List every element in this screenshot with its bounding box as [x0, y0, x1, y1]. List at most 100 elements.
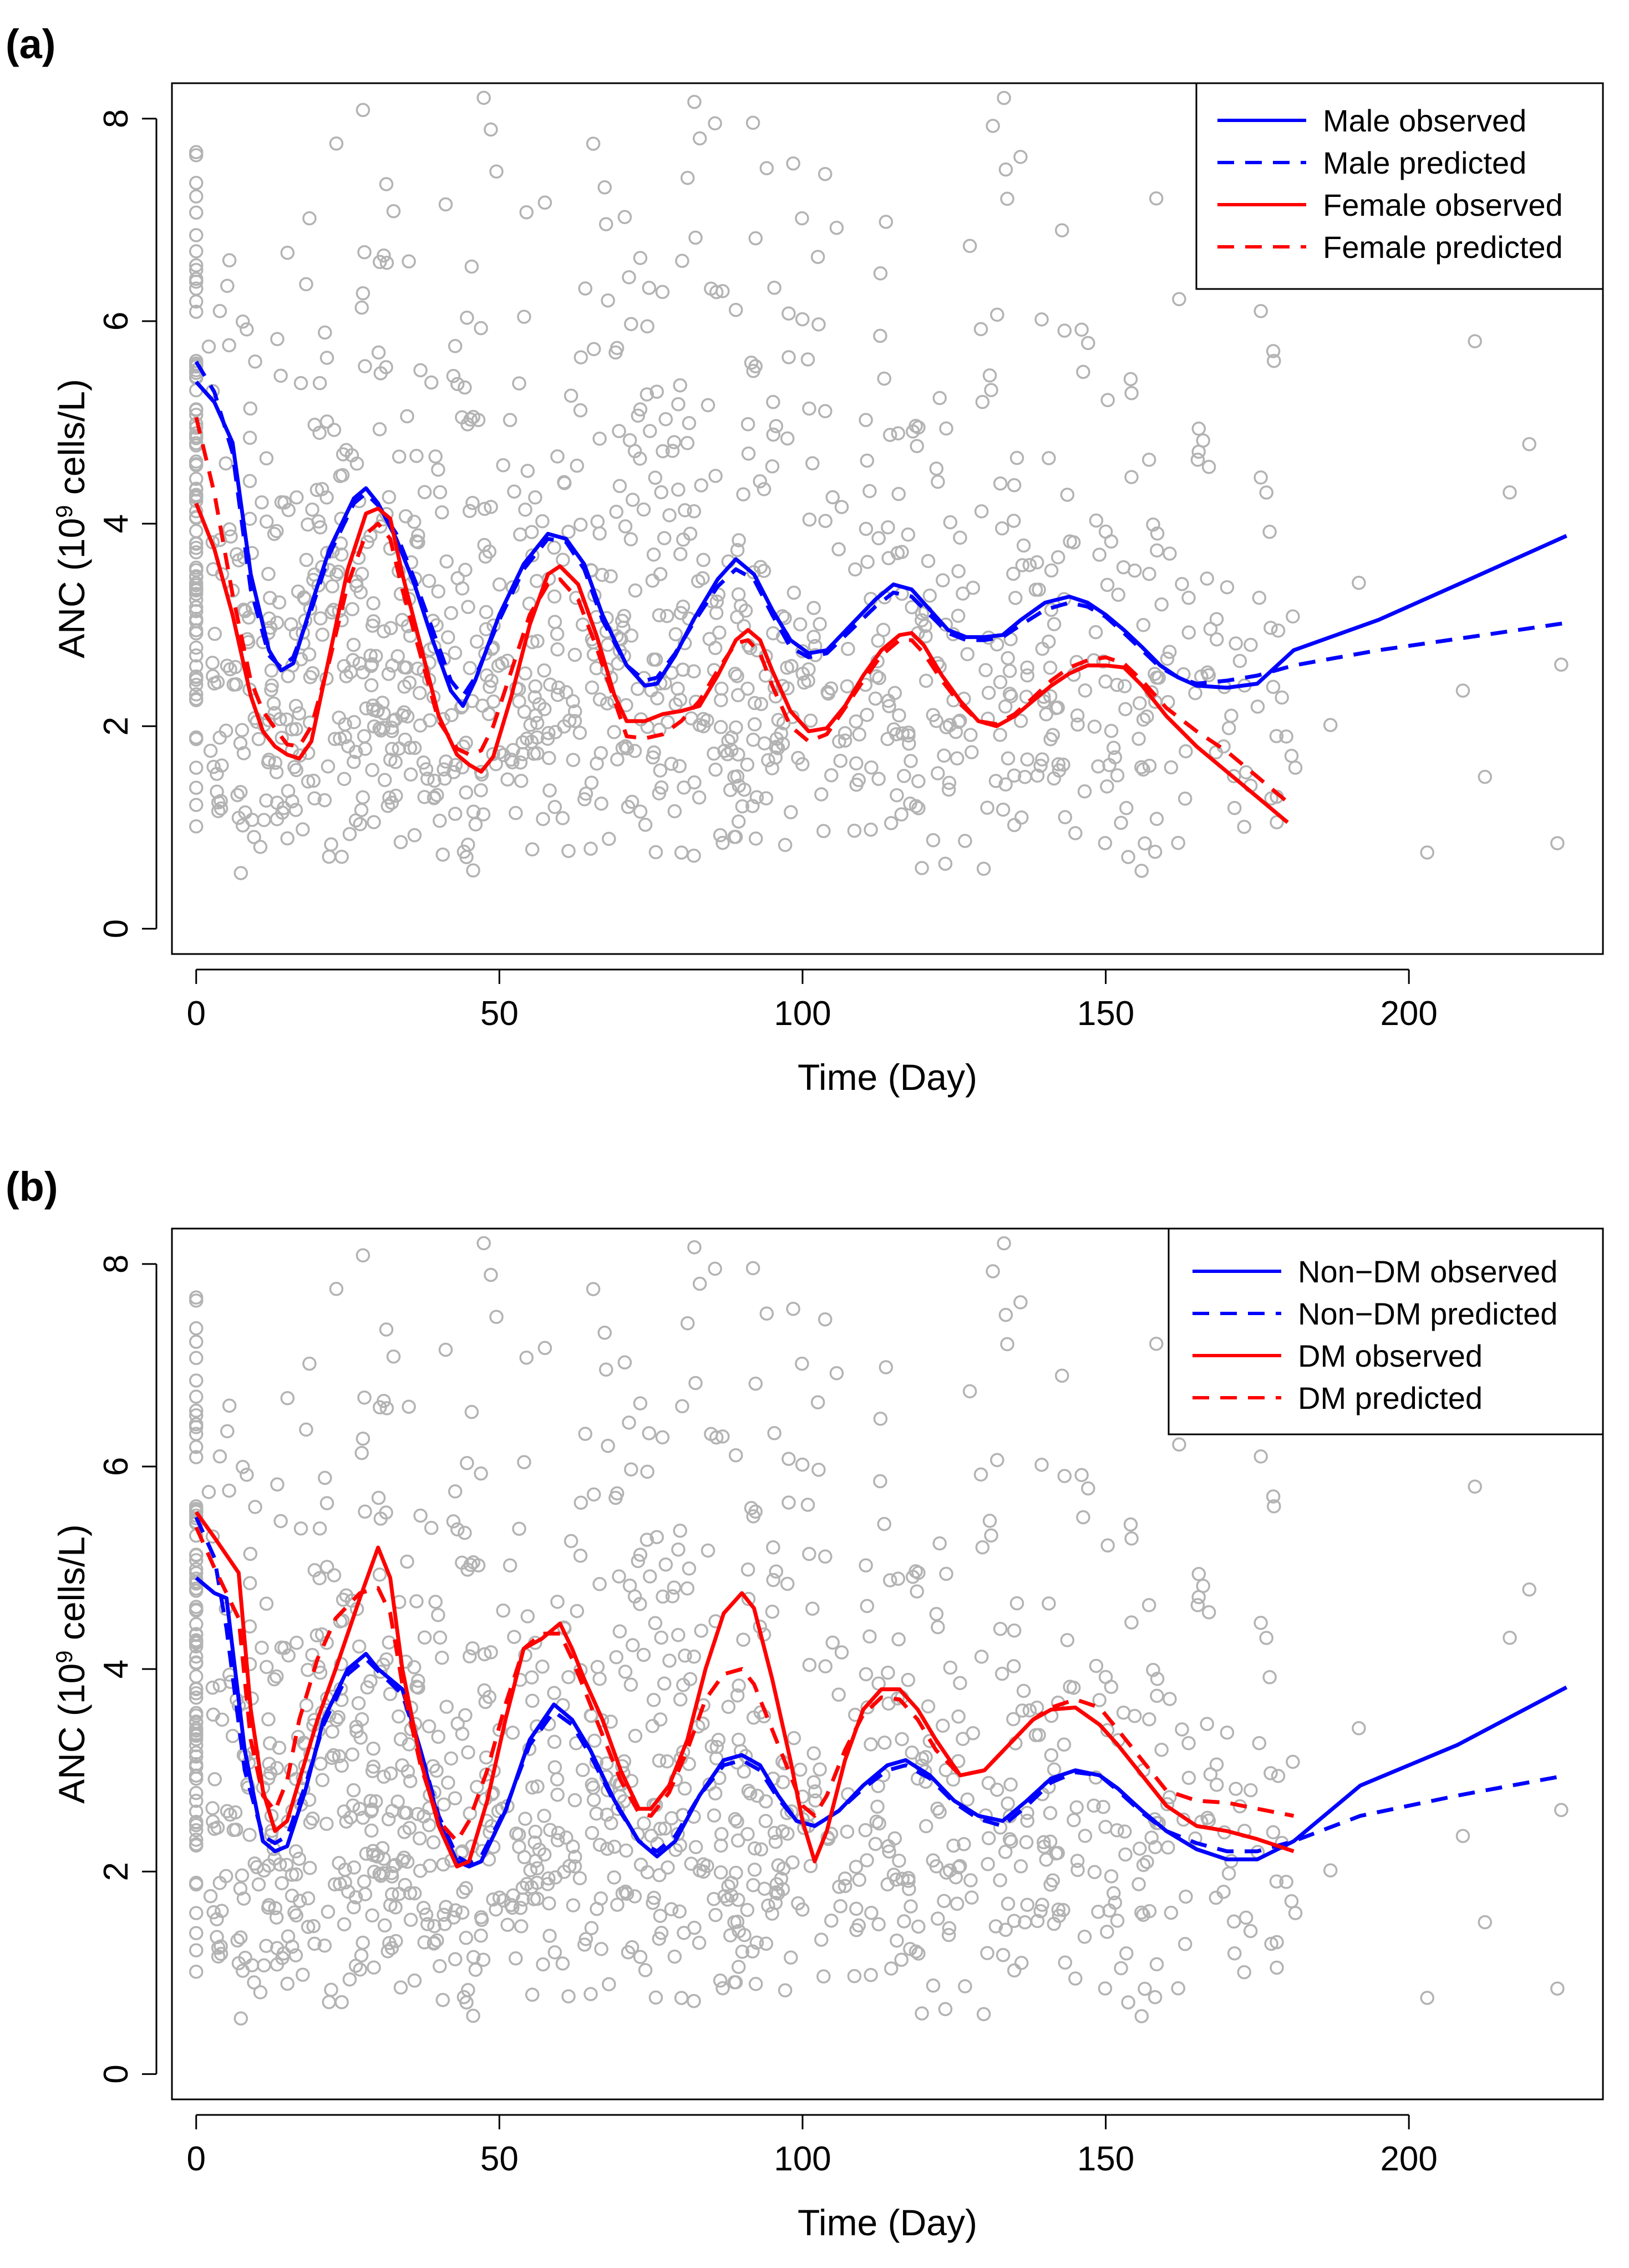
- observation-point: [868, 691, 883, 706]
- observation-point: [189, 1627, 204, 1641]
- observation-point: [993, 728, 1007, 742]
- observation-point: [633, 251, 648, 265]
- observation-point: [341, 739, 356, 754]
- observation-point: [1056, 1902, 1070, 1917]
- observation-point: [1142, 1712, 1156, 1727]
- observation-point: [189, 1581, 204, 1596]
- observation-point: [631, 408, 646, 423]
- observation-point: [802, 1546, 816, 1561]
- observation-point: [730, 1814, 744, 1829]
- observation-point: [364, 1802, 379, 1817]
- observation-point: [503, 413, 517, 428]
- observation-point: [523, 1863, 538, 1878]
- observation-point: [759, 1936, 774, 1951]
- observation-point: [1007, 478, 1022, 493]
- observation-point: [661, 715, 675, 729]
- observation-point: [951, 1709, 966, 1724]
- observation-point: [234, 866, 248, 880]
- observation-point: [633, 1858, 648, 1872]
- observation-point: [775, 1824, 790, 1839]
- observation-point: [379, 1505, 393, 1520]
- observation-point: [1007, 1623, 1022, 1638]
- observation-point: [1051, 757, 1066, 772]
- observation-point: [1047, 617, 1062, 632]
- observation-point: [1110, 678, 1124, 692]
- observation-point: [847, 1968, 862, 1983]
- observation-point: [951, 714, 966, 729]
- observation-point: [1004, 1834, 1018, 1849]
- observation-point: [849, 777, 864, 792]
- observation-point: [459, 1881, 473, 1895]
- observation-point: [400, 1554, 414, 1569]
- observation-point: [1051, 1902, 1066, 1917]
- observation-point: [868, 1836, 883, 1851]
- observation-point: [264, 663, 279, 678]
- observation-point: [816, 824, 831, 839]
- observation-point: [603, 569, 618, 584]
- observation-point: [1138, 836, 1152, 851]
- observation-point: [638, 1963, 653, 1977]
- observation-point: [189, 1403, 204, 1418]
- observation-point: [325, 1724, 339, 1739]
- observation-point: [746, 732, 760, 747]
- observation-point: [882, 428, 897, 442]
- observation-point: [220, 658, 235, 673]
- observation-point: [189, 1553, 204, 1567]
- observation-point: [600, 1756, 614, 1771]
- observation-point: [1121, 1995, 1135, 2010]
- observation-point: [721, 733, 735, 748]
- observation-point: [684, 1856, 698, 1871]
- observation-point: [586, 1793, 601, 1807]
- observation-point: [346, 637, 361, 652]
- observation-point: [658, 1557, 673, 1572]
- observation-point: [1009, 1596, 1024, 1611]
- observation-point: [849, 1859, 864, 1874]
- observation-point: [290, 1636, 304, 1650]
- observation-point: [1007, 818, 1022, 833]
- observation-point: [566, 1898, 581, 1912]
- observation-point: [416, 755, 431, 770]
- observation-point: [610, 1486, 625, 1501]
- observation-point: [678, 1648, 692, 1663]
- observation-point: [356, 665, 371, 679]
- observation-point: [270, 524, 284, 539]
- observation-point: [1020, 1897, 1034, 1912]
- observation-point: [363, 1674, 378, 1688]
- observation-point: [680, 436, 695, 450]
- observation-point: [517, 1455, 531, 1469]
- observation-point: [965, 745, 979, 759]
- observation-point: [988, 774, 1003, 788]
- observation-point: [189, 1548, 204, 1562]
- observation-point: [1270, 815, 1284, 830]
- observation-point: [1175, 1722, 1189, 1737]
- observation-point: [640, 1464, 654, 1479]
- observation-point: [701, 1543, 715, 1558]
- observation-point: [590, 1660, 605, 1675]
- observation-point: [939, 1566, 953, 1581]
- observation-point: [293, 1521, 308, 1536]
- observation-point: [818, 404, 833, 419]
- observation-point: [222, 1398, 237, 1413]
- observation-point: [439, 754, 453, 769]
- observation-point: [422, 574, 437, 588]
- observation-point: [873, 328, 887, 343]
- observation-point: [1004, 689, 1018, 703]
- observation-point: [1013, 1295, 1028, 1310]
- observation-point: [189, 659, 204, 673]
- observation-point: [633, 1396, 648, 1410]
- observation-point: [858, 1823, 873, 1838]
- observation-point: [713, 720, 728, 734]
- observation-point: [557, 476, 572, 490]
- observation-point: [240, 1468, 254, 1482]
- observation-point: [1044, 563, 1059, 578]
- observation-point: [1151, 671, 1166, 685]
- observation-point: [646, 547, 661, 562]
- observation-point: [862, 1629, 877, 1644]
- observation-point: [1191, 1590, 1206, 1605]
- observation-point: [975, 394, 990, 409]
- observation-point: [759, 161, 774, 175]
- observation-point: [915, 606, 930, 621]
- observation-point: [810, 250, 825, 264]
- observation-point: [633, 1547, 648, 1562]
- observation-point: [600, 1841, 615, 1856]
